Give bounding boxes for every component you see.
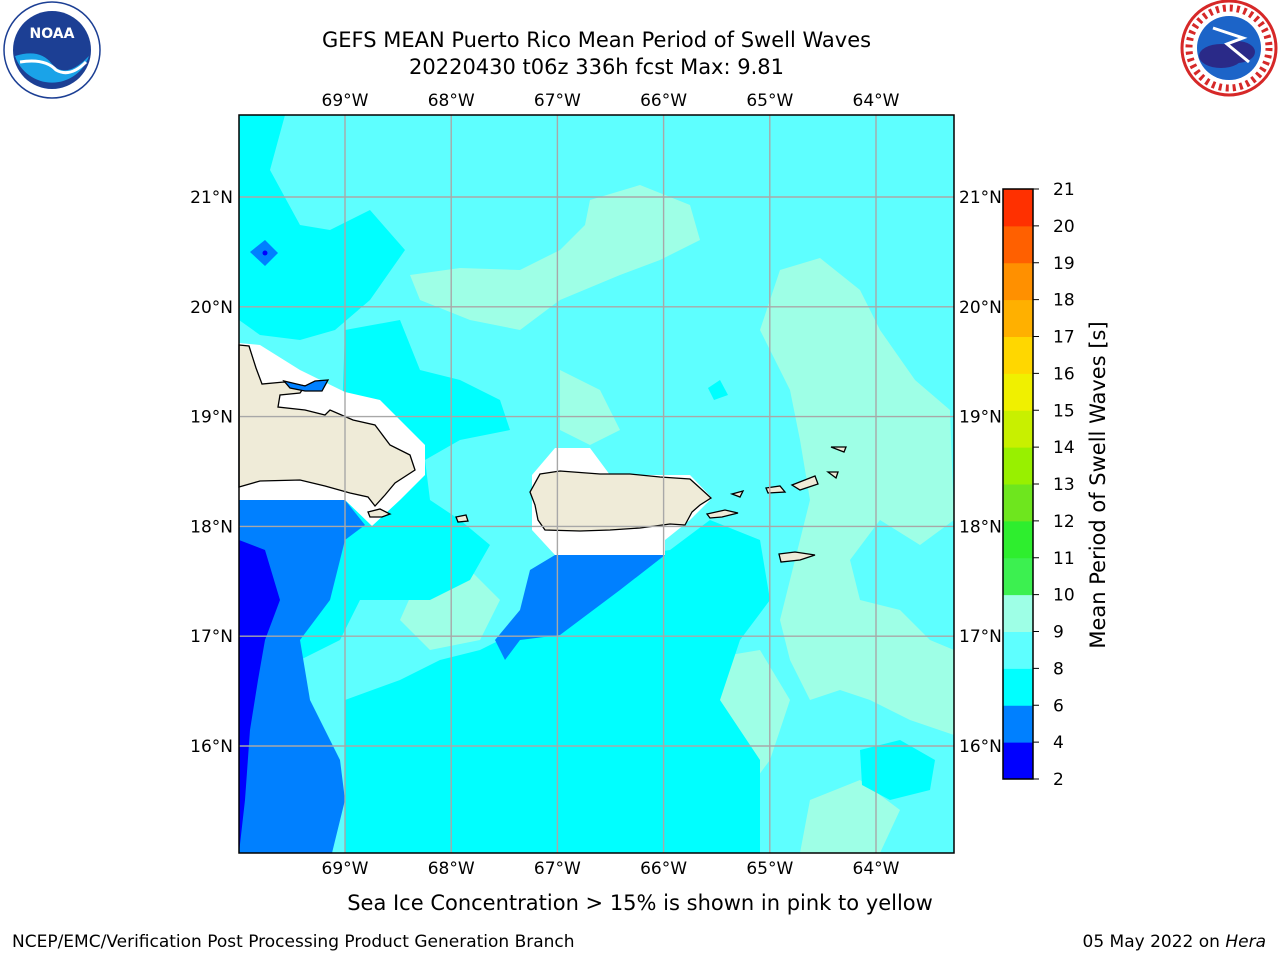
ocean-patch	[800, 780, 900, 853]
lat-label-left: 18°N	[190, 517, 233, 537]
colorbar-band	[1003, 410, 1033, 448]
date-prefix: 05 May 2022 on	[1082, 932, 1226, 952]
ocean-patch	[760, 258, 954, 735]
lat-label-right: 20°N	[959, 298, 1002, 318]
lat-label-left: 17°N	[190, 627, 233, 647]
ocean-patch	[708, 380, 728, 400]
colorbar-band	[1003, 668, 1033, 706]
axis-labels: 69°W 69°W 68°W 68°W 67°W 67°W 66°W 66°W 65°W 65°W…	[190, 91, 1002, 879]
colorbar-band	[1003, 705, 1033, 743]
ocean-patch	[410, 185, 700, 330]
colorbar-band	[1003, 594, 1033, 632]
colorbar-band	[1003, 631, 1033, 669]
culebra-island	[729, 489, 745, 498]
lon-label-top: 65°W	[746, 91, 793, 111]
date-text: 05 May 2022 on Hera	[1083, 932, 1267, 952]
nws-logo	[1180, 0, 1278, 97]
colorbar-tick-label: 8	[1053, 659, 1064, 679]
colorbar-tick-label: 21	[1053, 180, 1075, 200]
gridlines	[239, 115, 954, 853]
colorbar-tick-label: 9	[1053, 623, 1064, 643]
saona-island	[367, 508, 392, 518]
ocean-patch	[239, 320, 510, 853]
colorbar-band	[1003, 520, 1033, 559]
credit-text: NCEP/EMC/Verification Post Processing Pr…	[12, 932, 575, 952]
lon-label-bottom: 69°W	[322, 859, 369, 879]
colorbar-tick-label: 18	[1053, 291, 1075, 311]
lon-label-top: 66°W	[640, 91, 687, 111]
colorbar-title: Mean Period of Swell Waves [s]	[1086, 321, 1110, 649]
anegada-island	[830, 446, 847, 453]
colorbar-band	[1003, 742, 1033, 780]
ocean-patch	[239, 115, 405, 340]
colorbar-band	[1003, 262, 1033, 301]
colorbar-tick-label: 15	[1053, 401, 1075, 421]
lon-label-bottom: 67°W	[534, 859, 581, 879]
colorbar: 2 4 6 8 9 10 11 12 13 14 15 16 17 18 19 20 21	[1002, 180, 1075, 790]
anguilla-island	[826, 471, 839, 480]
map-title: GEFS MEAN Puerto Rico Mean Period of Swe…	[321, 28, 872, 52]
lon-label-bottom: 68°W	[428, 859, 475, 879]
puerto-rico-island	[529, 470, 713, 532]
map-subtitle: 20220430 t06z 336h fcst Max: 9.81	[409, 55, 784, 79]
lon-label-top: 67°W	[534, 91, 581, 111]
lat-label-left: 16°N	[190, 737, 233, 757]
lat-label-right: 21°N	[959, 188, 1002, 208]
lat-label-right: 17°N	[959, 627, 1002, 647]
sea-ice-note: Sea Ice Concentration > 15% is shown in …	[347, 891, 933, 915]
colorbar-tick-label: 14	[1053, 438, 1075, 458]
ocean-patch	[495, 555, 665, 660]
samana-bay-patch	[282, 379, 330, 392]
colorbar-tick-label: 11	[1053, 549, 1075, 569]
colorbar-band	[1003, 447, 1033, 485]
lon-label-top: 68°W	[428, 91, 475, 111]
ocean-patch	[560, 370, 620, 445]
tortola-island	[790, 475, 819, 491]
lon-label-bottom: 66°W	[640, 859, 687, 879]
colorbar-band	[1003, 225, 1033, 264]
colorbar-band	[1003, 189, 1033, 227]
colorbar-band	[1003, 484, 1033, 522]
colorbar-tick-label: 16	[1053, 364, 1075, 384]
colorbar-tick-label: 19	[1053, 254, 1075, 274]
lat-label-right: 19°N	[959, 408, 1002, 428]
st-thomas-island	[765, 485, 787, 494]
colorbar-band	[1003, 336, 1033, 374]
colorbar-tick-label: 4	[1053, 733, 1064, 753]
colorbar-tick-label: 20	[1053, 217, 1075, 237]
colorbar-tick-label: 12	[1053, 512, 1075, 532]
lat-label-left: 21°N	[190, 188, 233, 208]
st-croix-island	[778, 551, 816, 563]
colorbar-band	[1003, 373, 1033, 411]
vieques-island	[705, 509, 739, 519]
lat-label-left: 19°N	[190, 408, 233, 428]
colorbar-tick-label: 13	[1053, 475, 1075, 495]
ocean-patch	[262, 250, 268, 256]
colorbar-tick-label: 17	[1053, 328, 1075, 348]
machine-name: Hera	[1225, 932, 1266, 952]
ocean-patch	[239, 540, 280, 853]
lat-label-right: 16°N	[959, 737, 1002, 757]
lon-label-top: 69°W	[322, 91, 369, 111]
colorbar-tick-label: 10	[1053, 586, 1075, 606]
lat-label-right: 18°N	[959, 517, 1002, 537]
lat-label-left: 20°N	[190, 298, 233, 318]
noaa-logo-text: NOAA	[30, 26, 75, 42]
map-frame	[238, 114, 955, 854]
lon-label-top: 64°W	[853, 91, 900, 111]
lon-label-bottom: 65°W	[746, 859, 793, 879]
colorbar-tick-label: 6	[1053, 696, 1064, 716]
colorbar-band	[1003, 299, 1033, 337]
mona-island	[455, 514, 469, 523]
colorbar-tick-label: 2	[1053, 770, 1064, 790]
ocean-patch	[860, 740, 935, 800]
lon-label-bottom: 64°W	[853, 859, 900, 879]
land	[238, 344, 847, 563]
colorbar-band	[1003, 557, 1033, 596]
noaa-logo: NOAA	[3, 1, 101, 99]
